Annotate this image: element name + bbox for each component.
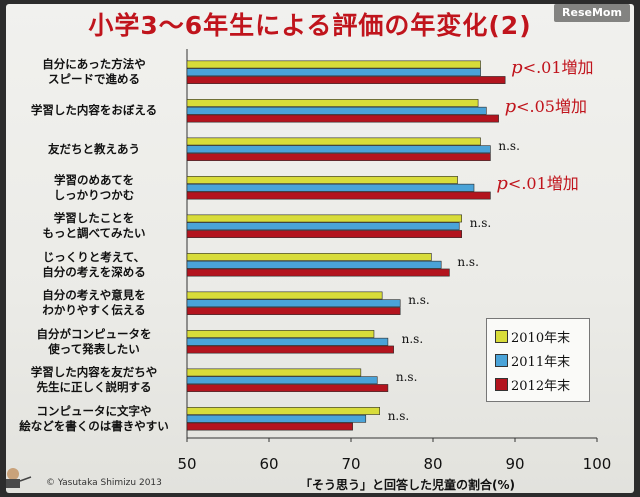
bar-2010 <box>186 60 481 69</box>
bar-2012 <box>186 153 491 161</box>
p-value-symbol: p <box>496 172 508 194</box>
x-tick-label: 80 <box>423 455 442 473</box>
bar-2012 <box>186 268 450 277</box>
not-significant-label: n.s. <box>401 331 424 346</box>
bar-2010 <box>186 253 432 261</box>
legend-swatch-2011 <box>495 354 508 367</box>
legend-swatch-2012 <box>495 378 508 391</box>
chart-title: 小学3～6年生による評価の年変化(2) <box>88 11 532 40</box>
bar-2012 <box>186 114 499 123</box>
bar-2010 <box>186 214 463 223</box>
bar-2010 <box>186 330 375 338</box>
not-significant-label: n.s. <box>387 408 410 423</box>
x-tick-label: 70 <box>341 455 360 473</box>
category-label: 自分がコンピュータを 使って発表したい <box>36 326 152 356</box>
x-tick-label: 60 <box>259 455 278 473</box>
category-label: じっくりと考えて、 自分の考えを深める <box>42 249 146 279</box>
legend-item-2012: 2012年末 <box>495 375 571 394</box>
legend-label-2011: 2011年末 <box>511 355 571 370</box>
bar-2010 <box>186 137 481 146</box>
category-label: コンピュータに文字や 絵などを書くのは書きやすい <box>19 403 169 433</box>
x-tick-label: 90 <box>505 455 524 473</box>
bar-2010 <box>186 368 362 377</box>
bar-2012 <box>186 76 506 84</box>
bar-2011 <box>186 68 481 77</box>
legend-label-2012: 2012年末 <box>511 379 571 394</box>
significance-label: p<.01増加 <box>496 170 578 194</box>
bar-2010 <box>186 176 458 184</box>
not-significant-label: n.s. <box>457 254 479 269</box>
category-label: 友だちと教えあう <box>48 141 140 156</box>
legend: 2010年末 2011年末 2012年末 <box>486 318 590 402</box>
bar-2012 <box>186 384 389 392</box>
bar-2011 <box>186 414 367 423</box>
bar-2010 <box>186 99 479 107</box>
bar-2012 <box>186 191 491 200</box>
presenter-avatar-icon <box>6 468 32 488</box>
legend-item-2011: 2011年末 <box>495 351 571 370</box>
bar-2010 <box>186 407 380 415</box>
bar-2012 <box>186 345 394 354</box>
category-label: 自分にあった方法や スピードで進める <box>42 57 146 87</box>
bar-2011 <box>186 145 491 154</box>
not-significant-label: n.s. <box>469 216 492 231</box>
legend-label-2010: 2010年末 <box>511 331 571 346</box>
significance-text: <.05増加 <box>516 96 587 116</box>
p-value-symbol: p <box>504 95 517 117</box>
category-label: 学習した内容をおぼえる <box>30 103 158 118</box>
category-label: 自分の考えや意見を わかりやすく伝える <box>42 288 146 318</box>
significance-label: p<.05増加 <box>505 93 587 117</box>
legend-item-2010: 2010年末 <box>495 327 571 346</box>
x-axis-label: 「そう思う」と回答した児童の割合(%) <box>300 478 515 492</box>
bar-2011 <box>186 106 487 115</box>
category-label: 学習のめあてを しっかりつかむ <box>53 172 135 202</box>
category-label: 学習したことを もっと調べてみたい <box>42 211 146 241</box>
bar-2012 <box>186 422 353 431</box>
bar-2012 <box>186 230 463 238</box>
bar-2011 <box>186 183 475 192</box>
significance-text: <.01増加 <box>522 58 594 78</box>
bar-2011 <box>186 376 378 385</box>
copyright-text: © Yasutaka Shimizu 2013 <box>46 478 162 488</box>
bar-2011 <box>186 299 401 308</box>
significance-label: p<.01増加 <box>511 54 593 78</box>
resemom-logo: ReseMom <box>554 4 630 22</box>
x-tick-label: 100 <box>583 455 612 473</box>
bar-2011 <box>186 222 460 231</box>
x-tick-label: 50 <box>177 455 196 473</box>
p-value-symbol: p <box>511 57 523 79</box>
significance-text: <.01増加 <box>507 173 579 193</box>
bar-2011 <box>186 260 442 269</box>
legend-swatch-2010 <box>495 330 508 343</box>
not-significant-label: n.s. <box>408 293 430 308</box>
not-significant-label: n.s. <box>498 139 520 154</box>
bar-2012 <box>186 307 401 315</box>
category-label: 学習した内容を友だちや 先生に正しく説明する <box>30 365 158 395</box>
bar-2011 <box>186 337 389 346</box>
bar-2010 <box>186 291 383 300</box>
not-significant-label: n.s. <box>395 370 418 385</box>
